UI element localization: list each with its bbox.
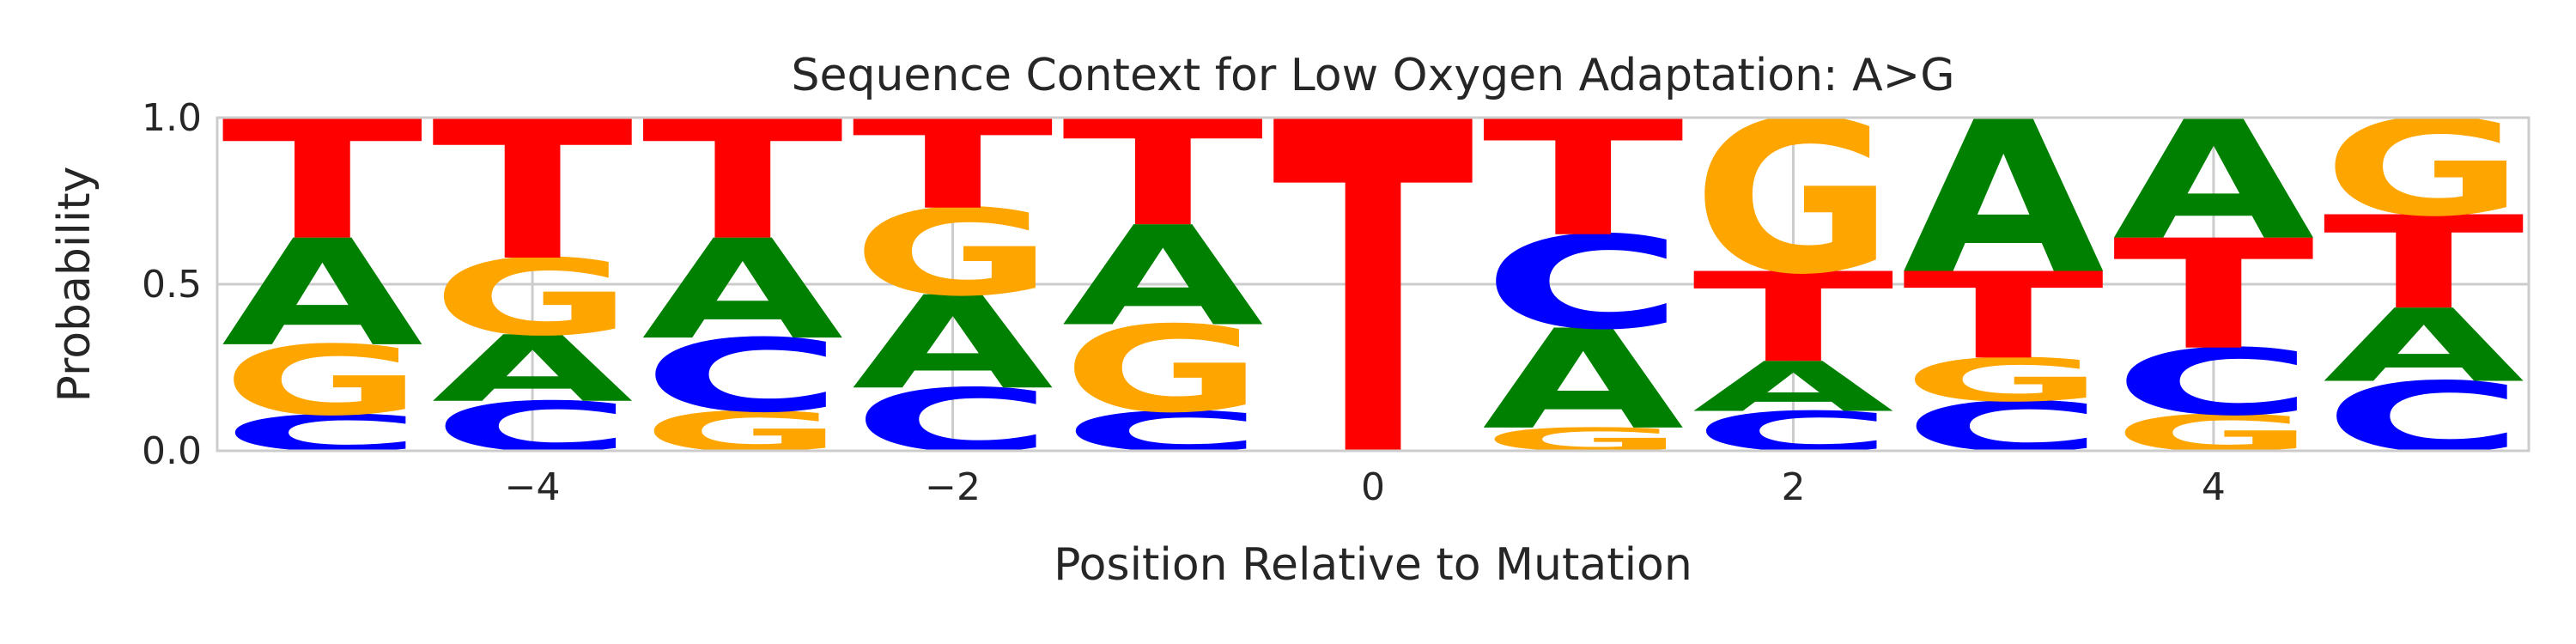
x-tick-labels: −4 −2 0 2 4 (505, 465, 2226, 509)
y-axis-label: Probability (49, 167, 100, 403)
x-tick-label: −2 (925, 465, 981, 509)
logo-glyph-T-pos--1: T (1062, 89, 1266, 259)
chart-title: Sequence Context for Low Oxygen Adaptati… (791, 50, 1954, 101)
y-tick-label: 1.0 (142, 96, 202, 140)
logo-glyph-T-pos--3: T (641, 85, 845, 276)
y-tick-labels: 0.0 0.5 1.0 (142, 96, 202, 473)
y-tick-label: 0.0 (142, 429, 202, 473)
x-tick-label: 4 (2202, 465, 2226, 509)
logo-glyph-A-pos-4: A (2112, 85, 2314, 276)
logo-glyph-T-pos--2: T (852, 94, 1055, 237)
x-tick-label: 0 (1361, 465, 1385, 509)
x-axis-label: Position Relative to Mutation (1054, 539, 1692, 591)
y-tick-label: 0.5 (142, 263, 202, 307)
x-tick-label: 2 (1781, 465, 1805, 509)
logo-glyph-G-pos-5: G (2323, 92, 2524, 246)
logo-glyph-T-pos--5: T (222, 85, 425, 276)
logo-glyph-T-pos-1: T (1482, 87, 1686, 273)
x-tick-label: −4 (505, 465, 561, 509)
logo-glyph-T-pos--4: T (432, 81, 635, 303)
logo-glyph-A-pos-3: A (1903, 76, 2106, 321)
logo-glyph-G-pos-2: G (1692, 76, 1894, 320)
